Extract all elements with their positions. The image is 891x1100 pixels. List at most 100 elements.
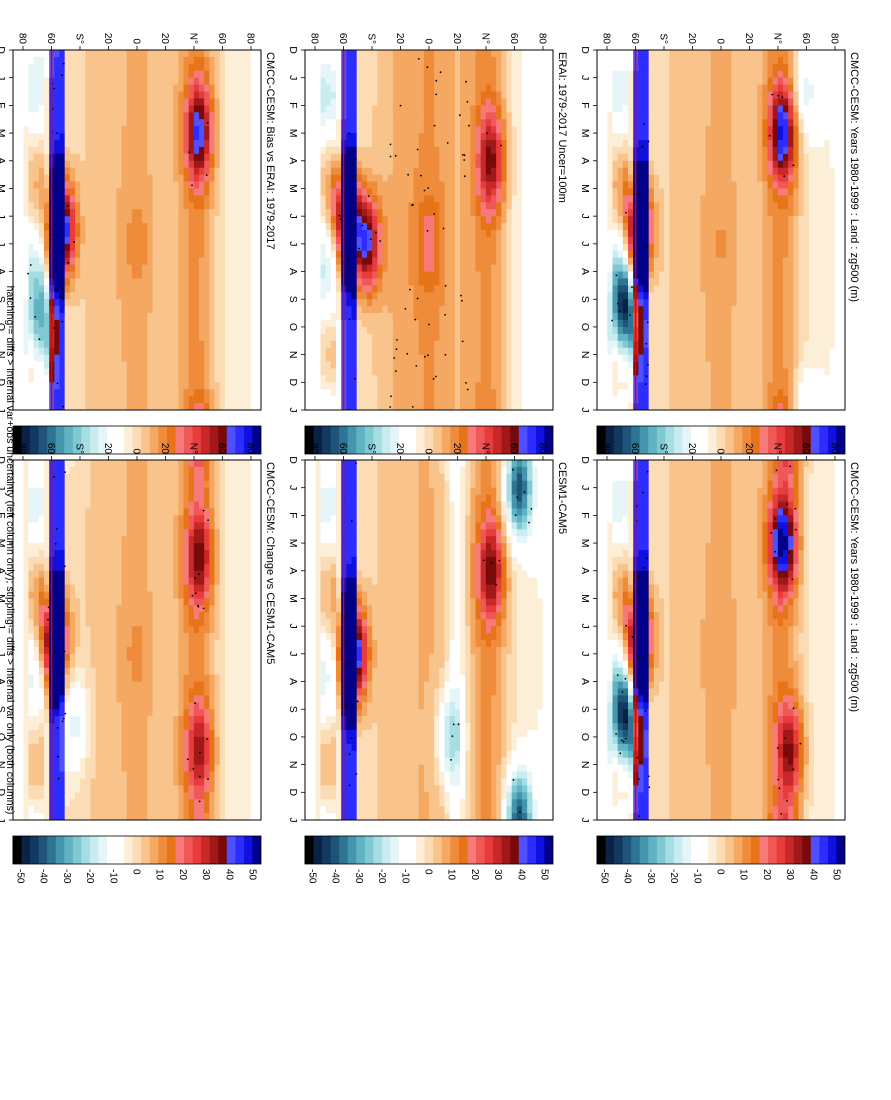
heat-cell <box>627 598 634 606</box>
heat-cell <box>766 570 773 579</box>
heat-cell <box>746 243 752 252</box>
heat-cell <box>648 792 654 800</box>
heat-cell <box>766 563 773 572</box>
heat-cell <box>808 333 814 342</box>
heat-cell <box>699 271 706 280</box>
heat-cell <box>839 515 845 523</box>
heat-cell <box>710 153 716 162</box>
heat-cell <box>725 695 732 703</box>
heat-cell <box>699 702 706 710</box>
heat-cell <box>792 785 799 793</box>
heat-cell <box>823 598 830 606</box>
heat-cell <box>642 529 649 537</box>
heat-cell <box>653 806 659 814</box>
heat-cell <box>818 91 825 100</box>
heat-cell <box>715 570 721 579</box>
heat-cell <box>663 730 670 738</box>
heat-cell <box>611 278 618 286</box>
heat-cell <box>725 243 732 252</box>
heat-cell <box>792 806 799 814</box>
heat-cell <box>699 626 706 634</box>
heat-cell <box>679 522 685 530</box>
heat-cell <box>808 605 814 613</box>
heat-cell <box>622 764 628 773</box>
stipple-dot <box>792 164 795 167</box>
heat-cell <box>668 584 675 593</box>
heat-cell <box>792 480 799 489</box>
heat-cell <box>648 487 654 496</box>
heat-cell <box>761 354 768 363</box>
heat-cell <box>735 633 742 641</box>
heat-cell <box>741 396 747 404</box>
heat-cell <box>813 640 820 648</box>
heat-cell <box>813 778 820 786</box>
heat-cell <box>823 313 830 321</box>
heat-cell <box>689 660 696 669</box>
heat-cell <box>679 778 685 786</box>
heat-cell <box>741 563 747 572</box>
heat-cell <box>761 640 768 648</box>
heat-cell <box>720 105 727 113</box>
heat-cell <box>699 77 706 86</box>
heat-cell <box>694 480 701 489</box>
heat-cell <box>715 584 721 593</box>
x-tick-label: F <box>579 102 591 108</box>
heat-cell <box>684 320 690 328</box>
heat-cell <box>808 550 814 558</box>
heat-cell <box>772 688 778 696</box>
heat-cell <box>689 340 696 349</box>
heat-cell <box>673 140 680 148</box>
heat-cell <box>663 195 670 203</box>
heat-cell <box>792 792 799 800</box>
heat-cell <box>818 522 825 530</box>
heat-cell <box>730 306 737 314</box>
heat-cell <box>611 460 618 468</box>
heat-cell <box>730 119 737 127</box>
x-tick-label: M <box>579 184 591 193</box>
heat-cell <box>730 716 737 724</box>
heat-cell <box>813 529 820 537</box>
heat-cell <box>751 584 758 593</box>
heat-cell <box>725 723 732 731</box>
heat-cell <box>813 257 820 266</box>
heat-cell <box>766 598 773 606</box>
heat-cell <box>756 112 763 120</box>
heat-cell <box>715 333 721 342</box>
heat-cell <box>720 799 727 807</box>
heat-cell <box>617 522 623 530</box>
heat-cell <box>668 77 675 86</box>
heat-cell <box>637 181 644 190</box>
heat-cell <box>715 313 721 321</box>
heat-cell <box>787 361 794 370</box>
heat-cell <box>803 340 809 349</box>
heat-cell <box>751 681 758 690</box>
heat-cell <box>834 799 840 807</box>
x-tick-label: S <box>579 296 591 303</box>
heat-cell <box>828 688 835 696</box>
heat-cell <box>823 195 830 203</box>
heat-cell <box>673 591 680 600</box>
heat-cell <box>704 626 711 634</box>
heat-cell <box>818 126 825 134</box>
heat-cell <box>663 396 670 404</box>
heat-cell <box>704 133 711 141</box>
heat-cell <box>735 250 742 259</box>
heat-cell <box>611 188 618 196</box>
heat-cell <box>658 84 665 93</box>
heat-cell <box>756 570 763 579</box>
heat-cell <box>684 785 690 793</box>
heat-cell <box>828 577 835 586</box>
heat-cell <box>746 515 752 523</box>
heat-cell <box>756 723 763 731</box>
heat-cell <box>663 778 670 786</box>
heat-cell <box>741 543 747 551</box>
heat-cell <box>704 91 711 100</box>
heat-cell <box>751 91 758 100</box>
heat-cell <box>797 202 804 210</box>
heat-cell <box>606 202 613 210</box>
heat-cell <box>642 167 649 176</box>
heat-cell <box>658 480 665 489</box>
heat-cell <box>834 389 840 397</box>
heat-cell <box>658 681 665 690</box>
heat-cell <box>684 236 690 245</box>
